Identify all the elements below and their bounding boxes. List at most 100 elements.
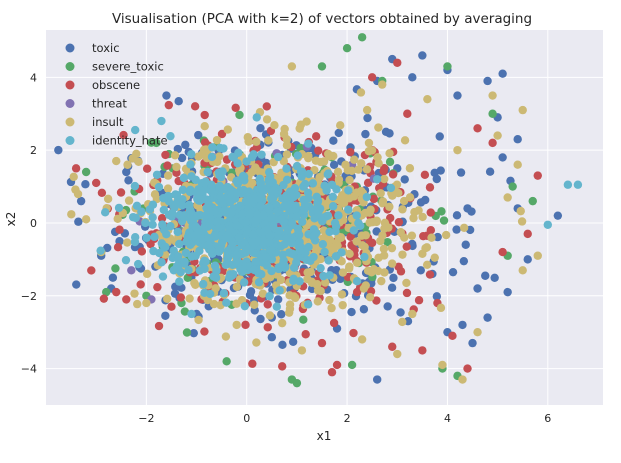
data-point bbox=[201, 257, 210, 266]
data-point bbox=[171, 199, 181, 209]
data-point bbox=[257, 168, 266, 177]
data-point bbox=[161, 242, 170, 252]
data-point bbox=[288, 337, 298, 347]
data-point bbox=[369, 194, 379, 204]
data-point bbox=[459, 256, 469, 266]
data-point bbox=[311, 156, 321, 165]
data-point bbox=[274, 264, 283, 274]
data-point bbox=[418, 346, 427, 355]
data-point bbox=[74, 217, 83, 226]
data-point bbox=[142, 164, 152, 173]
data-point bbox=[256, 201, 265, 211]
data-point bbox=[328, 192, 338, 201]
data-point bbox=[265, 238, 274, 247]
data-point bbox=[223, 246, 232, 256]
data-point bbox=[315, 173, 324, 182]
data-point bbox=[393, 58, 402, 67]
data-point bbox=[352, 287, 362, 297]
data-point bbox=[179, 173, 189, 183]
data-point bbox=[91, 178, 101, 188]
data-point bbox=[403, 109, 412, 118]
data-point bbox=[352, 211, 361, 220]
data-point bbox=[240, 301, 250, 311]
data-point bbox=[114, 203, 124, 213]
data-point bbox=[287, 238, 297, 248]
data-point bbox=[130, 125, 140, 135]
legend-marker bbox=[65, 117, 75, 127]
data-point bbox=[247, 152, 257, 162]
legend-item-insult: insult bbox=[65, 115, 124, 129]
data-point bbox=[508, 182, 517, 191]
data-point bbox=[356, 88, 366, 97]
data-point bbox=[212, 135, 222, 145]
data-point bbox=[426, 226, 436, 235]
data-point bbox=[200, 138, 210, 147]
data-point bbox=[300, 205, 309, 215]
data-point bbox=[245, 210, 254, 219]
data-point bbox=[249, 265, 259, 275]
y-tick-label: 4 bbox=[30, 71, 37, 84]
y-tick-labels: −4 −2 0 2 4 bbox=[21, 71, 37, 375]
data-point bbox=[448, 267, 458, 277]
data-point bbox=[327, 368, 337, 377]
data-point bbox=[177, 153, 187, 163]
data-point bbox=[132, 201, 142, 210]
data-point bbox=[365, 292, 375, 302]
data-point bbox=[111, 264, 120, 273]
x-tick-label: 6 bbox=[544, 412, 551, 425]
data-point bbox=[306, 267, 315, 277]
data-point bbox=[344, 205, 353, 214]
data-point bbox=[363, 113, 372, 123]
data-point bbox=[97, 188, 107, 198]
y-tick-label: 2 bbox=[30, 144, 37, 157]
data-point bbox=[430, 168, 439, 178]
data-point bbox=[297, 346, 307, 355]
data-point bbox=[265, 311, 275, 320]
data-point bbox=[416, 266, 425, 275]
data-point bbox=[360, 252, 369, 262]
data-point bbox=[288, 249, 297, 258]
data-point bbox=[386, 183, 396, 193]
data-point bbox=[301, 330, 310, 339]
data-point bbox=[285, 300, 295, 309]
data-point bbox=[163, 161, 172, 170]
x-tick-label: 0 bbox=[243, 412, 250, 425]
data-point bbox=[197, 195, 206, 204]
data-point bbox=[402, 242, 411, 251]
data-point bbox=[432, 292, 442, 301]
data-point bbox=[414, 296, 424, 305]
data-point bbox=[463, 204, 472, 213]
data-point bbox=[81, 215, 91, 224]
data-point bbox=[365, 218, 374, 227]
data-point bbox=[295, 230, 304, 240]
data-point bbox=[166, 222, 175, 231]
data-point bbox=[293, 224, 303, 233]
data-point bbox=[289, 274, 298, 284]
data-point bbox=[201, 177, 210, 186]
data-point bbox=[452, 225, 461, 234]
data-point bbox=[157, 214, 167, 223]
data-point bbox=[357, 33, 367, 42]
data-point bbox=[362, 105, 372, 115]
data-point bbox=[225, 225, 235, 234]
data-point bbox=[468, 338, 477, 348]
data-point bbox=[69, 172, 78, 182]
data-point bbox=[113, 242, 123, 252]
data-point bbox=[425, 270, 435, 279]
data-point bbox=[217, 129, 227, 139]
data-point bbox=[153, 282, 162, 292]
data-point bbox=[178, 185, 188, 195]
data-point bbox=[380, 174, 389, 184]
data-point bbox=[402, 288, 412, 298]
data-point bbox=[278, 340, 287, 350]
data-point bbox=[148, 213, 157, 222]
x-tick-labels: −2 0 2 4 6 bbox=[138, 412, 551, 425]
data-point bbox=[366, 205, 375, 214]
data-point bbox=[227, 271, 236, 280]
data-point bbox=[372, 375, 382, 384]
data-point bbox=[329, 318, 339, 328]
data-point bbox=[180, 257, 189, 266]
data-point bbox=[194, 152, 203, 161]
data-point bbox=[186, 240, 195, 249]
